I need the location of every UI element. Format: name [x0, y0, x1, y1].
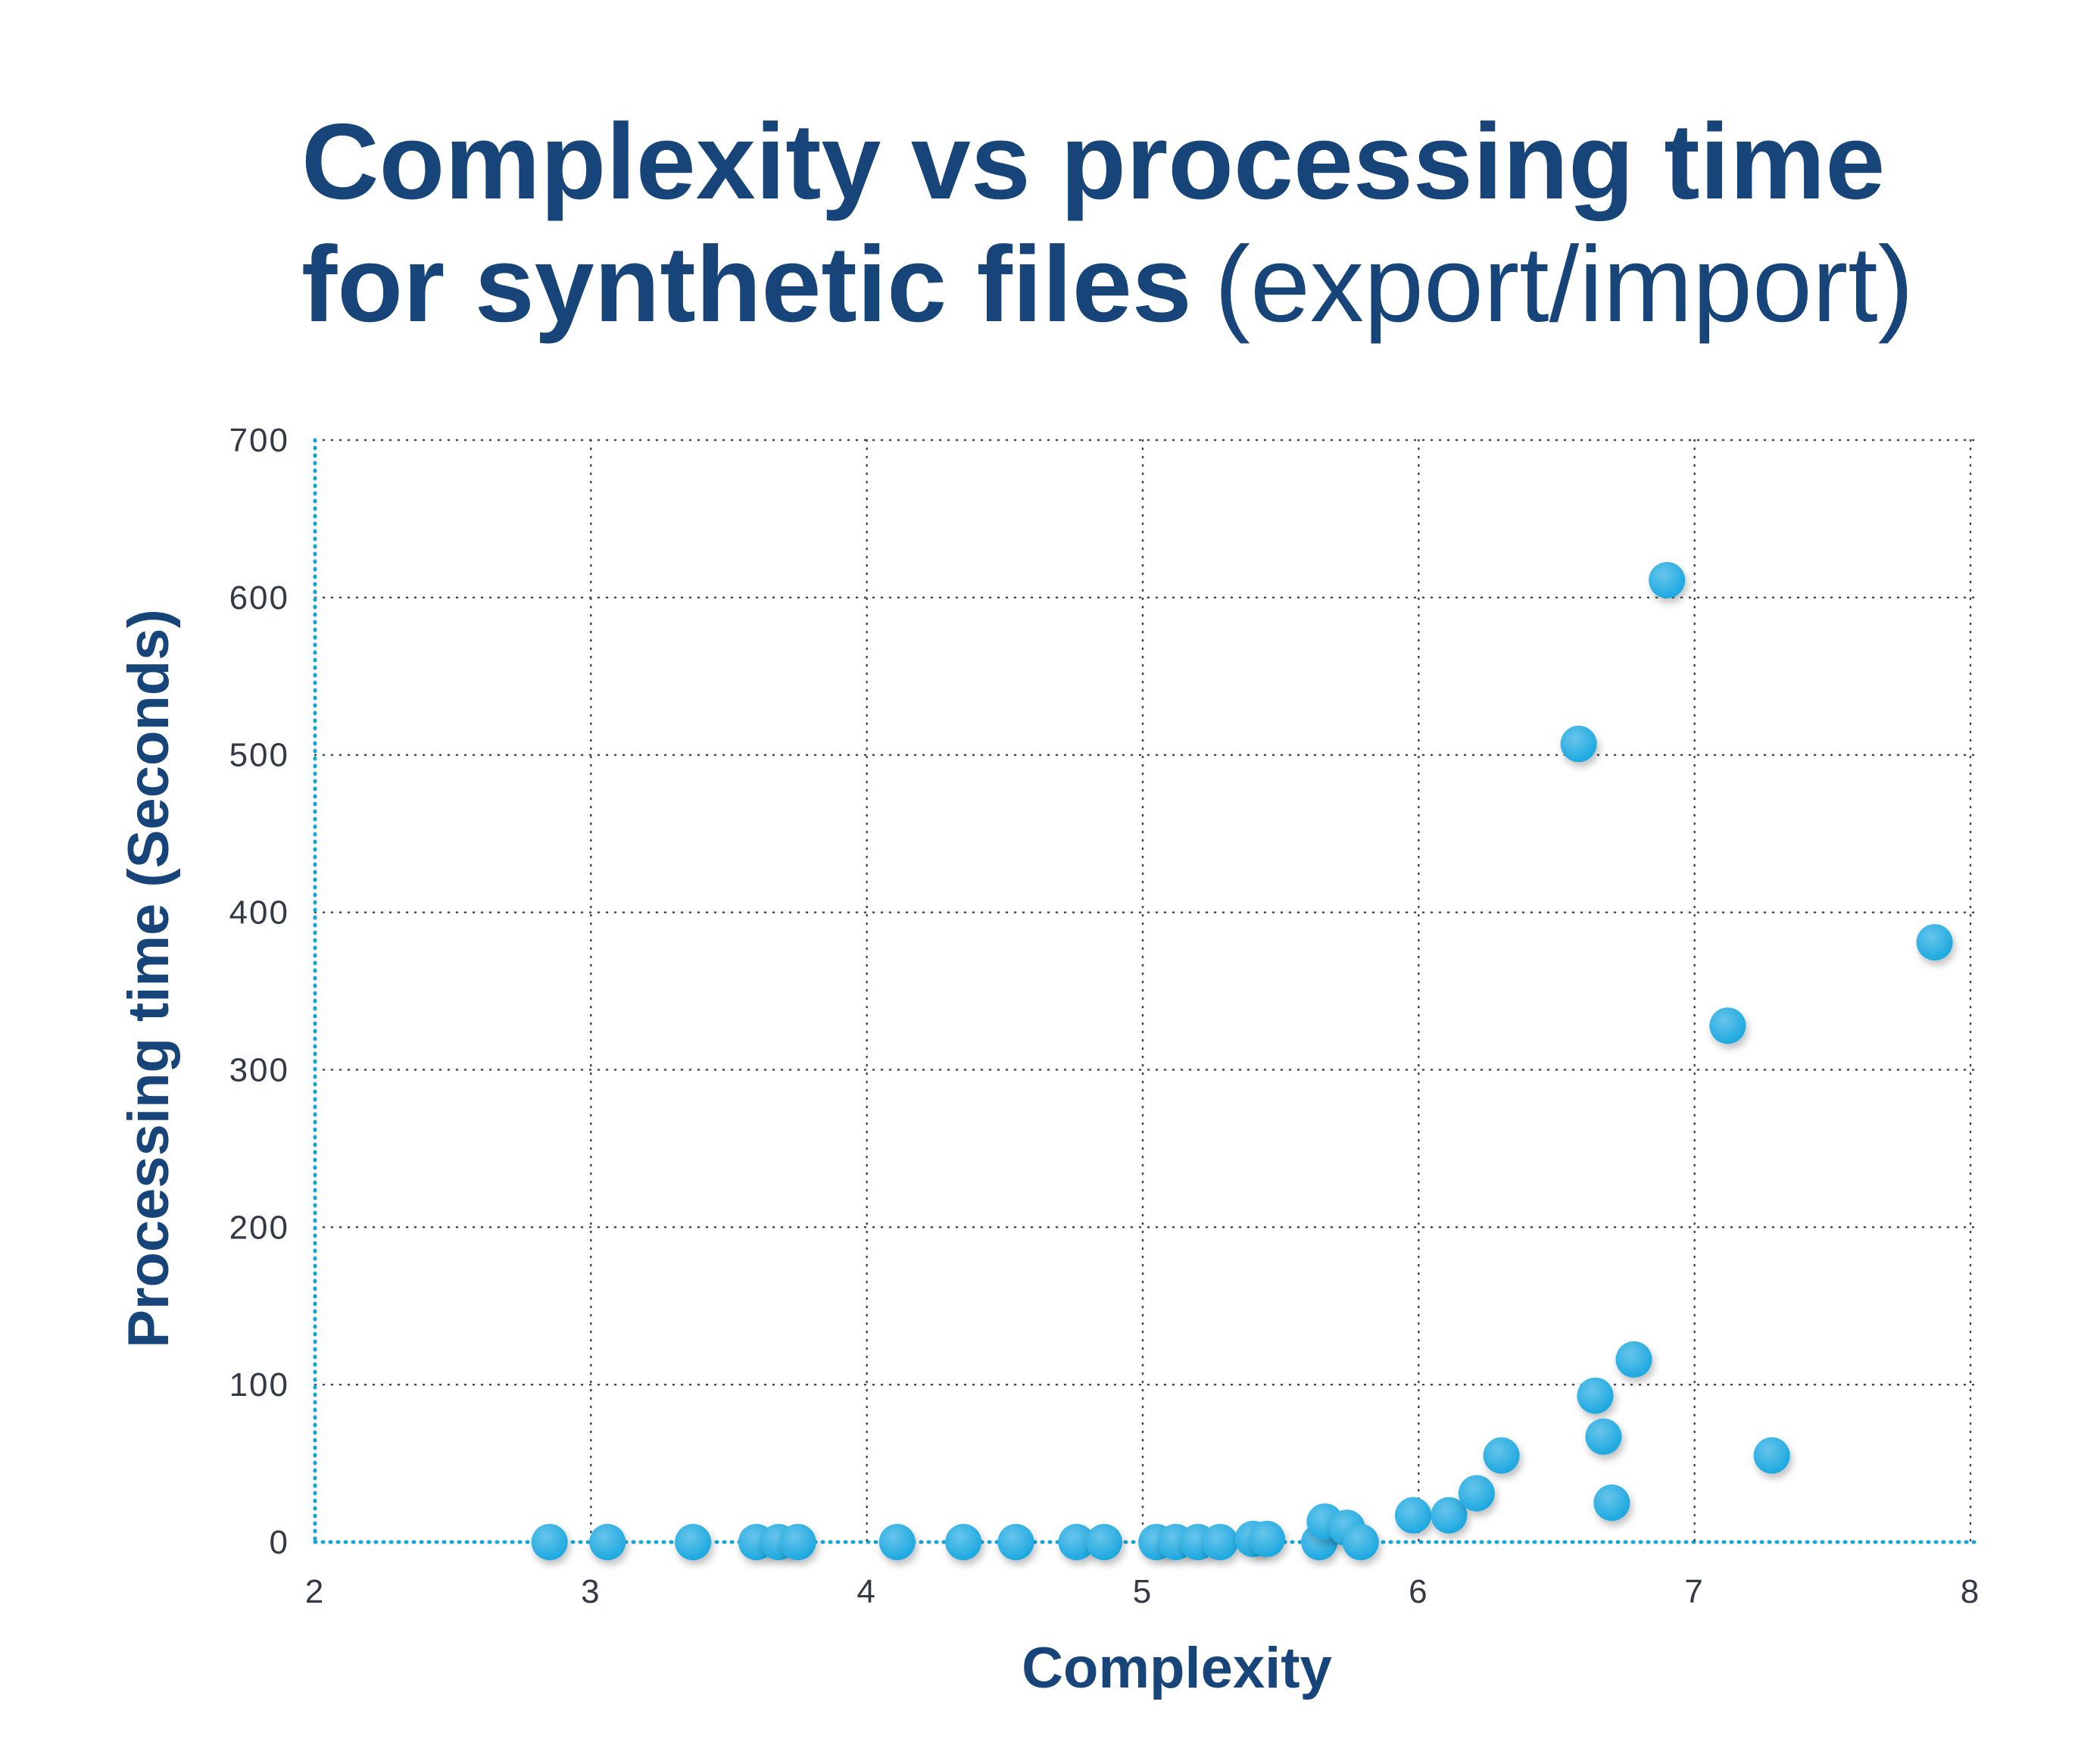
- y-axis-label: Processing time (Seconds): [117, 609, 181, 1348]
- y-tick-label: 200: [229, 1209, 289, 1246]
- y-tick-label: 300: [229, 1051, 289, 1088]
- chart-title-line: for synthetic files: [301, 224, 1192, 345]
- chart-title: Complexity vs processing time: [301, 101, 1885, 222]
- data-point-highlight: [1431, 1497, 1468, 1534]
- data-point-highlight: [1395, 1497, 1432, 1534]
- x-axis-label: Complexity: [1022, 1636, 1332, 1700]
- data-point-highlight: [1709, 1007, 1746, 1044]
- data-point-highlight: [1058, 1524, 1095, 1560]
- data-point-highlight: [1248, 1520, 1285, 1557]
- x-tick-label: 6: [1409, 1573, 1428, 1610]
- x-tick-label: 3: [581, 1573, 601, 1610]
- data-point-highlight: [1202, 1524, 1239, 1560]
- y-tick-label: 400: [229, 894, 289, 932]
- x-tick-label: 4: [856, 1573, 876, 1610]
- data-point-highlight: [945, 1524, 982, 1560]
- data-point-highlight: [1577, 1377, 1614, 1414]
- data-point-highlight: [1916, 924, 1953, 961]
- x-tick-label: 5: [1133, 1573, 1153, 1610]
- data-point-highlight: [997, 1524, 1034, 1560]
- data-point-highlight: [1085, 1524, 1122, 1560]
- data-point-highlight: [589, 1524, 626, 1560]
- x-tick-label: 7: [1684, 1573, 1704, 1610]
- chart-title: for synthetic files (export/import): [301, 224, 1914, 345]
- data-point-highlight: [1458, 1475, 1495, 1512]
- data-point-highlight: [1342, 1524, 1379, 1560]
- data-point-highlight: [878, 1524, 916, 1560]
- data-point-highlight: [1649, 561, 1686, 598]
- data-point-highlight: [1483, 1437, 1520, 1474]
- y-tick-label: 0: [270, 1524, 289, 1561]
- y-tick-label: 100: [229, 1366, 289, 1403]
- chart-title-suffix: (export/import): [1215, 224, 1914, 345]
- data-point-highlight: [1593, 1485, 1630, 1522]
- data-point-highlight: [779, 1524, 816, 1560]
- data-point-highlight: [1585, 1418, 1622, 1455]
- data-point-highlight: [531, 1524, 568, 1560]
- y-tick-label: 500: [229, 737, 289, 774]
- x-tick-label: 8: [1961, 1573, 1980, 1610]
- data-point-highlight: [1560, 726, 1597, 763]
- data-point-highlight: [1615, 1341, 1652, 1378]
- x-tick-label: 2: [305, 1573, 325, 1610]
- data-point-highlight: [1753, 1437, 1790, 1474]
- y-tick-label: 700: [229, 422, 289, 459]
- y-tick-label: 600: [229, 579, 289, 617]
- data-point-highlight: [675, 1524, 712, 1560]
